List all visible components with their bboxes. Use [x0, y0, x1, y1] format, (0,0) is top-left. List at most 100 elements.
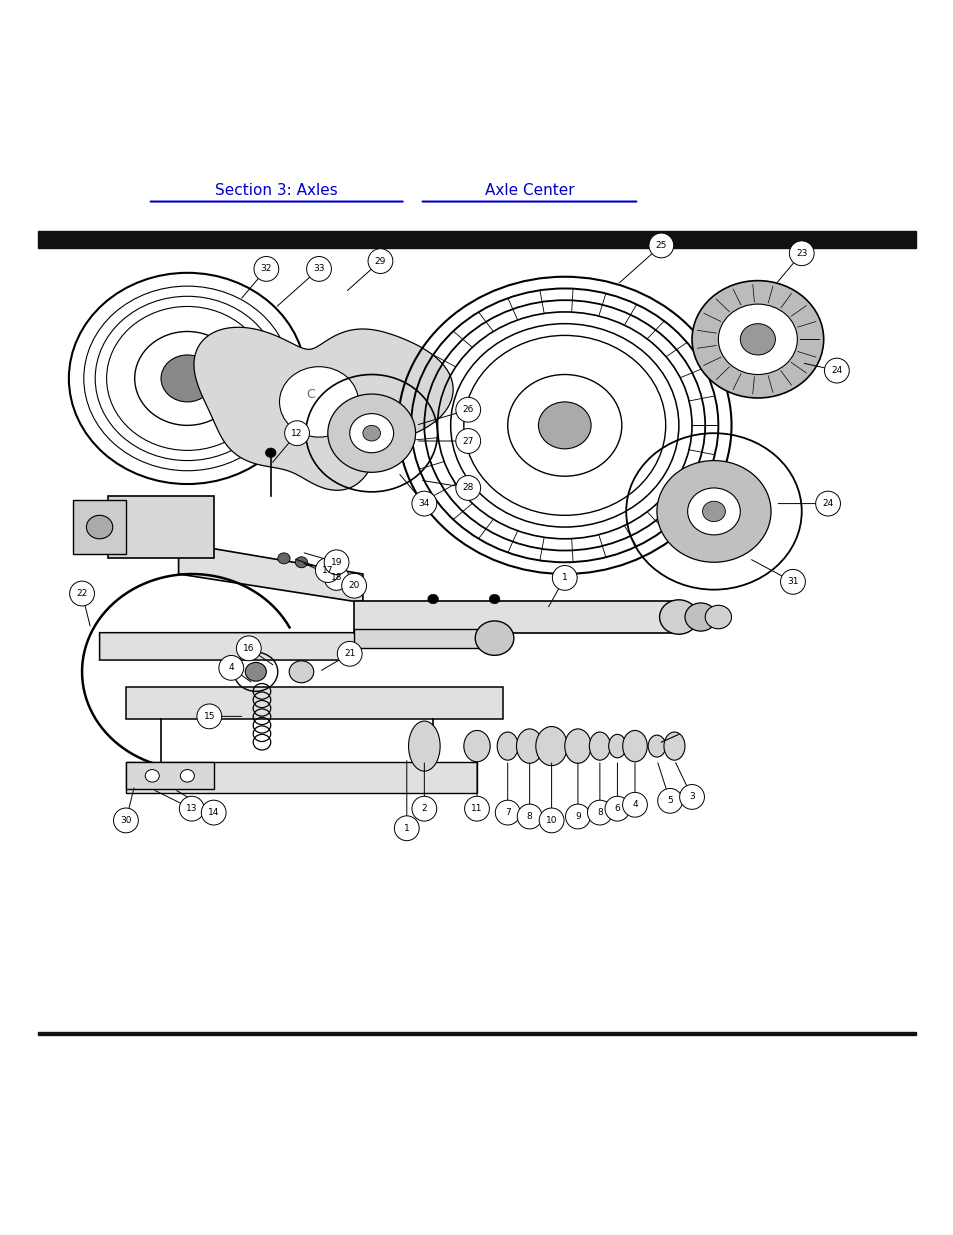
Circle shape — [657, 788, 681, 814]
Circle shape — [780, 569, 804, 594]
Circle shape — [604, 797, 629, 821]
Text: 26: 26 — [462, 405, 474, 414]
Ellipse shape — [408, 721, 439, 771]
Text: 14: 14 — [208, 808, 219, 818]
Circle shape — [622, 793, 647, 818]
Text: 16: 16 — [243, 643, 254, 653]
Circle shape — [284, 421, 309, 446]
Text: 17: 17 — [322, 566, 334, 574]
Text: 18: 18 — [331, 573, 342, 583]
Circle shape — [236, 636, 261, 661]
Text: Section 3: Axles: Section 3: Axles — [215, 183, 337, 198]
Circle shape — [412, 492, 436, 516]
Text: 9: 9 — [575, 811, 580, 821]
Polygon shape — [99, 632, 362, 659]
Circle shape — [179, 797, 204, 821]
Ellipse shape — [507, 374, 621, 477]
Text: 11: 11 — [471, 804, 482, 813]
Circle shape — [464, 797, 489, 821]
Circle shape — [324, 566, 349, 590]
Circle shape — [538, 808, 563, 832]
Ellipse shape — [718, 304, 797, 374]
Circle shape — [368, 248, 393, 273]
Ellipse shape — [427, 594, 438, 604]
Text: 32: 32 — [260, 264, 272, 273]
Text: 15: 15 — [203, 711, 214, 721]
Ellipse shape — [350, 414, 394, 453]
Circle shape — [253, 257, 278, 282]
Ellipse shape — [608, 735, 625, 758]
Bar — [126, 762, 213, 789]
Text: 24: 24 — [830, 366, 841, 375]
Text: 28: 28 — [462, 483, 474, 493]
Circle shape — [517, 804, 541, 829]
Bar — [109, 495, 213, 558]
Text: 10: 10 — [545, 816, 557, 825]
Text: 21: 21 — [344, 650, 355, 658]
Circle shape — [587, 800, 612, 825]
Circle shape — [337, 641, 362, 666]
Circle shape — [648, 233, 673, 258]
Ellipse shape — [134, 331, 240, 425]
Circle shape — [113, 808, 138, 832]
Ellipse shape — [704, 605, 731, 629]
Bar — [126, 762, 476, 793]
Text: 7: 7 — [504, 808, 510, 818]
Text: 1: 1 — [561, 573, 567, 583]
Bar — [38, 1032, 915, 1035]
Bar — [73, 500, 126, 555]
Ellipse shape — [537, 401, 591, 448]
Text: 8: 8 — [526, 811, 532, 821]
Ellipse shape — [475, 621, 514, 656]
Ellipse shape — [180, 769, 194, 782]
Ellipse shape — [362, 425, 380, 441]
Circle shape — [788, 241, 813, 266]
Ellipse shape — [463, 336, 665, 515]
Circle shape — [324, 550, 349, 574]
Ellipse shape — [564, 729, 591, 763]
Circle shape — [456, 475, 480, 500]
Bar — [354, 629, 494, 648]
Ellipse shape — [691, 280, 822, 398]
Circle shape — [218, 656, 243, 680]
Text: 30: 30 — [120, 816, 132, 825]
Ellipse shape — [659, 600, 698, 635]
Circle shape — [412, 797, 436, 821]
Circle shape — [306, 257, 331, 282]
Ellipse shape — [277, 553, 290, 564]
Circle shape — [456, 398, 480, 422]
Ellipse shape — [663, 732, 684, 761]
Ellipse shape — [536, 726, 567, 766]
Circle shape — [456, 429, 480, 453]
Ellipse shape — [687, 488, 740, 535]
Text: 27: 27 — [462, 436, 474, 446]
Ellipse shape — [279, 367, 358, 437]
Text: 12: 12 — [291, 429, 302, 437]
Polygon shape — [178, 542, 362, 601]
Ellipse shape — [69, 273, 306, 484]
Ellipse shape — [647, 735, 665, 757]
Text: 25: 25 — [655, 241, 666, 249]
Text: 34: 34 — [418, 499, 430, 508]
Ellipse shape — [289, 661, 314, 683]
Text: 23: 23 — [795, 248, 806, 258]
Ellipse shape — [161, 354, 213, 401]
Text: 8: 8 — [597, 808, 602, 818]
Circle shape — [196, 704, 221, 729]
Ellipse shape — [245, 662, 266, 682]
Ellipse shape — [684, 603, 716, 631]
Text: 4: 4 — [228, 663, 233, 672]
Text: 2: 2 — [421, 804, 427, 813]
Text: 29: 29 — [375, 257, 386, 266]
Polygon shape — [193, 327, 453, 490]
Ellipse shape — [657, 461, 770, 562]
Text: 22: 22 — [76, 589, 88, 598]
Text: 4: 4 — [632, 800, 638, 809]
Ellipse shape — [701, 501, 724, 521]
Text: 31: 31 — [786, 577, 798, 587]
Circle shape — [341, 573, 366, 598]
Ellipse shape — [622, 730, 646, 762]
Text: 1: 1 — [403, 824, 409, 832]
Ellipse shape — [489, 594, 499, 604]
Text: C: C — [306, 388, 314, 400]
